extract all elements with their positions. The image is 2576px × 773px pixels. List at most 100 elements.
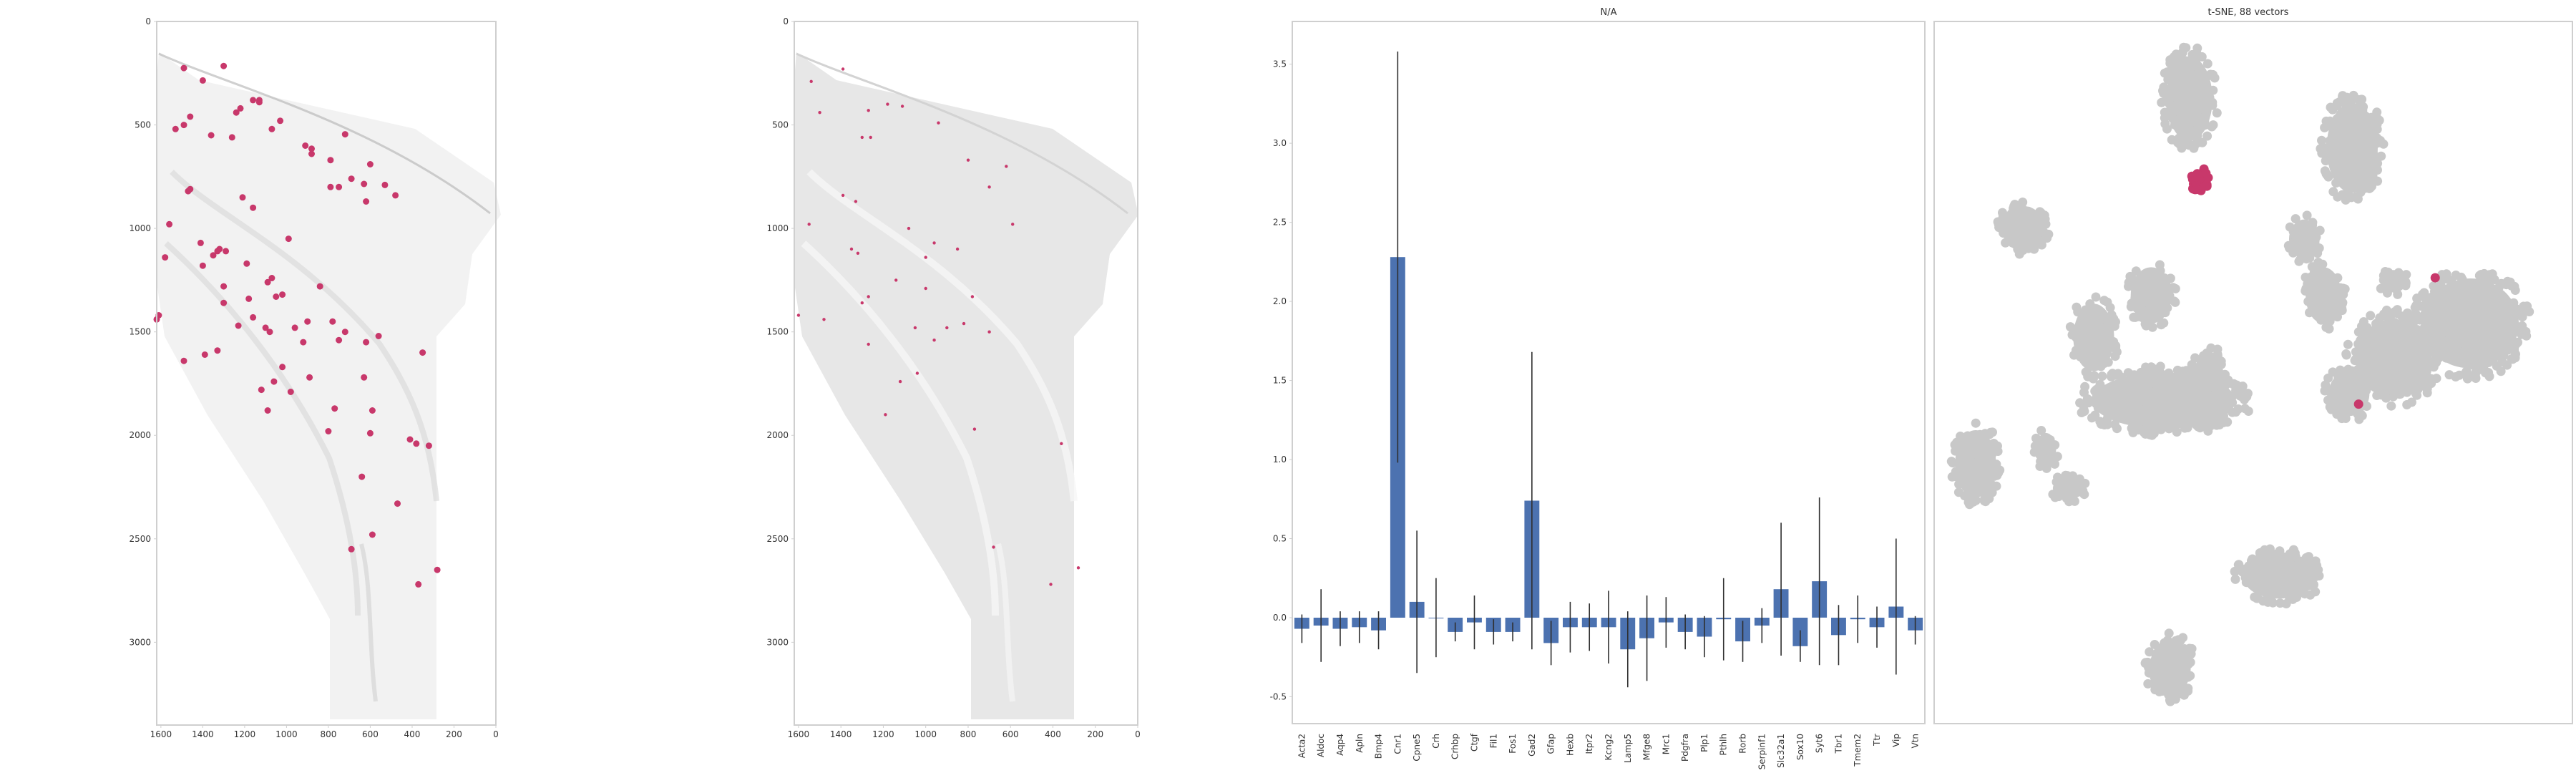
tsne-point [2457, 309, 2467, 319]
x-tick-label: 1000 [275, 729, 298, 739]
highlighted-cell [258, 386, 265, 394]
tsne-point [2341, 388, 2351, 397]
tsne-point [2373, 158, 2383, 168]
x-tick-label: Cpne5 [1412, 734, 1422, 762]
tsne-point [2496, 313, 2506, 324]
tsne-point [1968, 434, 1978, 444]
tsne-point [2192, 49, 2202, 59]
tsne-point [2216, 396, 2226, 406]
tsne-point [2322, 295, 2332, 305]
highlighted-cell [394, 500, 401, 507]
tsne-point [2118, 410, 2128, 420]
tsne-point [2027, 225, 2037, 234]
plot-frame [1933, 21, 2573, 724]
tsne-point [2018, 198, 2028, 207]
highlighted-cell [348, 175, 355, 183]
tsne-point [2243, 407, 2253, 416]
tsne-points [1946, 42, 2534, 706]
tsne-point [1966, 482, 1976, 492]
highlighted-cell [894, 278, 898, 282]
tsne-point [2501, 336, 2511, 346]
x-tick-label: 600 [1002, 729, 1019, 739]
tsne-point [2130, 293, 2140, 303]
tsne-point [2517, 312, 2527, 322]
x-tick-label: 1600 [788, 729, 810, 739]
highlighted-cell [214, 248, 221, 255]
highlighted-cell [413, 440, 420, 447]
tsne-point [2346, 193, 2356, 203]
tsne-point [2052, 452, 2062, 462]
tsne-point [1993, 447, 2003, 456]
tsne-point [2171, 49, 2181, 59]
tsne-point [2082, 368, 2092, 378]
x-tick-label: Gfap [1546, 734, 1556, 754]
highlighted-cell [375, 333, 382, 339]
tsne-point [2306, 567, 2316, 577]
highlighted-cell [264, 407, 271, 414]
tsne-point [2180, 371, 2190, 381]
highlighted-cell [860, 301, 864, 305]
highlighted-cell [266, 329, 273, 336]
tsne-point [2089, 371, 2099, 381]
highlighted-cell [268, 125, 275, 132]
tsne-point [2133, 425, 2143, 434]
tsne-point [2288, 248, 2298, 258]
tsne-point [2187, 104, 2197, 114]
x-tick-label: 600 [362, 729, 379, 739]
tsne-point [2075, 398, 2085, 408]
tsne-point [2509, 345, 2519, 355]
highlighted-cell [279, 364, 286, 371]
tsne-point [2320, 166, 2330, 176]
x-tick-label: Aqp4 [1335, 734, 1345, 756]
x-tick-label: Acta2 [1297, 734, 1307, 758]
highlighted-cell [924, 256, 927, 259]
tsne-point [2412, 390, 2422, 400]
tsne-point [2013, 237, 2023, 247]
tsne-point [2426, 374, 2436, 384]
tsne-point [2390, 306, 2400, 316]
tsne-point [2376, 283, 2386, 293]
tsne-point [2112, 347, 2122, 357]
tsne-point [2451, 372, 2461, 381]
tsne-point [2202, 131, 2212, 141]
tsne-point [2343, 105, 2353, 115]
tsne-point [2318, 272, 2328, 282]
tsne-point [1966, 457, 1976, 467]
highlighted-cell [992, 545, 995, 549]
highlighted-cell [331, 405, 338, 412]
tsne-point [2408, 364, 2418, 374]
tsne-point [2337, 303, 2347, 313]
tsne-point [2228, 398, 2238, 407]
tsne-point [2323, 395, 2333, 405]
x-tick-label: 800 [320, 729, 336, 739]
tsne-point [2341, 414, 2351, 423]
plot-frame [794, 21, 1138, 726]
tsne-point [2168, 389, 2178, 399]
x-tick-label: 1600 [150, 729, 172, 739]
tsne-point [2358, 326, 2368, 336]
tsne-point [2464, 371, 2474, 381]
tsne-point [2426, 293, 2436, 303]
tsne-point [2132, 400, 2142, 410]
tsne-point [2298, 573, 2308, 583]
tsne-point [2074, 487, 2083, 497]
highlighted-cell [199, 262, 206, 269]
tsne-point [2185, 643, 2195, 653]
tsne-point [2308, 218, 2318, 228]
tsne-point [2316, 262, 2326, 272]
highlighted-cell [854, 200, 858, 203]
x-tick-label: Ctgf [1469, 733, 1479, 752]
tsne-point [2358, 105, 2368, 115]
tsne-point [2097, 371, 2107, 381]
tsne-point [2202, 348, 2212, 358]
x-tick-label: 800 [960, 729, 977, 739]
tsne-point [2082, 394, 2092, 404]
tsne-point [2132, 276, 2142, 286]
tsne-point [2237, 392, 2246, 402]
tsne-point [2191, 412, 2201, 422]
tsne-point [2079, 407, 2089, 417]
tsne-point [2080, 305, 2090, 315]
tsne-point [2150, 270, 2160, 279]
tsne-point [2186, 117, 2195, 127]
highlighted-cell [255, 97, 263, 104]
